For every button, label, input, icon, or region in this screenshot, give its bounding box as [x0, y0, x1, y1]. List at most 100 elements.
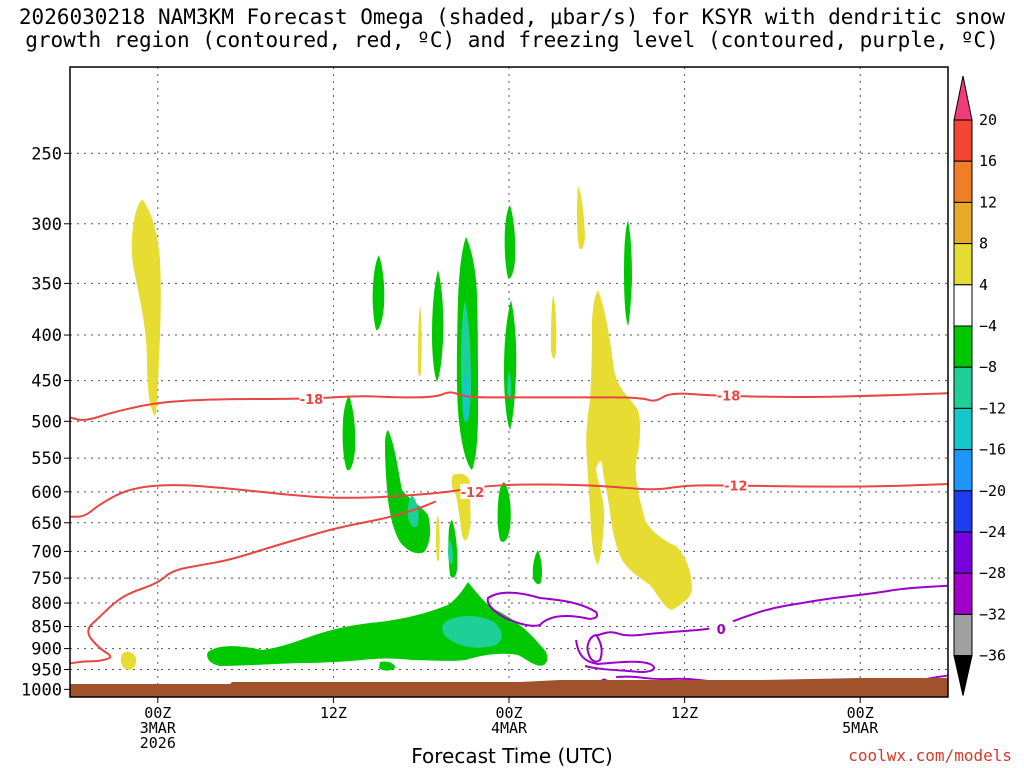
contour-label-bg: [460, 483, 485, 499]
pressure-tick-label: 950: [31, 661, 62, 681]
omega-region-positive: [131, 200, 161, 416]
ground-terrain: [70, 678, 948, 697]
pressure-tick-label: 900: [31, 640, 62, 660]
colorbar-top-arrow: [953, 75, 973, 121]
pressure-tick-label: 650: [31, 514, 62, 534]
pressure-tick-label: 600: [31, 483, 62, 503]
pressure-tick-label: 550: [31, 449, 62, 469]
colorbar-label: 20: [979, 111, 997, 129]
colorbar-swatch: [953, 449, 973, 492]
omega-region-negative: [504, 205, 516, 279]
colorbar-label: 12: [979, 193, 997, 211]
colorbar-swatch: [953, 407, 973, 451]
omega-region-strong-ascent: [442, 616, 502, 648]
colorbar-swatch: [953, 243, 973, 286]
pressure-tick-label: 300: [31, 215, 62, 235]
pressure-tick-label: 350: [31, 274, 62, 294]
colorbar-swatch: [953, 490, 973, 533]
omega-region-positive: [576, 186, 585, 250]
contour-line: [69, 391, 949, 421]
colorbar-bottom-arrow: [953, 655, 973, 696]
omega-region-negative: [385, 430, 431, 554]
contour-label: -12: [724, 479, 748, 494]
omega-region-strong-ascent: [407, 495, 419, 528]
omega-region-negative: [432, 270, 444, 382]
time-tick-label: 12Z: [671, 704, 698, 722]
pressure-tick-label: 450: [31, 372, 62, 392]
colorbar-swatch: [953, 572, 973, 615]
omega-region-positive: [418, 305, 422, 377]
omega-region-strong-ascent: [507, 370, 512, 399]
colorbar-swatch: [953, 531, 973, 574]
contour-label-bg: [709, 620, 734, 636]
omega-region-negative: [532, 550, 542, 585]
contour-label: -18: [717, 390, 741, 405]
colorbar-label: −12: [979, 399, 1006, 417]
colorbar-swatch: [953, 613, 973, 657]
contour-label: 0: [717, 623, 726, 638]
pressure-axis: 250 300 350 400 450 500 550 600 650 700 750 800 850 9…: [21, 144, 70, 700]
time-tick-label: 3MAR: [140, 719, 177, 737]
pressure-tick-label: 250: [31, 144, 62, 164]
contour-label-bg: [299, 391, 324, 407]
pressure-tick-label: 750: [31, 569, 62, 589]
colorbar-label: −4: [979, 317, 997, 335]
freezing-level-contour-detail: [575, 639, 656, 674]
colorbar-swatch: [953, 366, 973, 409]
omega-region-positive: [120, 651, 137, 670]
time-tick-label: 00Z: [144, 704, 171, 722]
time-tick-label: 5MAR: [842, 719, 879, 737]
contour-label: -18: [300, 393, 324, 408]
chart-title: 2026030218 NAM3KM Forecast Omega (shaded…: [0, 6, 1024, 52]
colorbar-swatch: [953, 325, 973, 368]
time-tick-label: 4MAR: [491, 719, 528, 737]
freezing-level-contour-detail: [586, 633, 603, 663]
colorbar-swatch: [953, 160, 973, 203]
time-tick-label: 12Z: [320, 704, 347, 722]
contour-line: [70, 483, 949, 518]
chart-title-line1: 2026030218 NAM3KM Forecast Omega (shaded…: [18, 5, 1006, 29]
omega-region-strong-ascent: [448, 540, 454, 565]
pressure-tick-label: 850: [31, 617, 62, 637]
omega-colorbar: 20 16 12 8 4 −4 −8 −12 −16 −20 −24 −28 −32 −36: [953, 75, 1006, 696]
omega-region-positive: [551, 295, 557, 359]
colorbar-label: −36: [979, 647, 1006, 665]
colorbar-swatch: [953, 284, 973, 327]
colorbar-label: −8: [979, 358, 997, 376]
pressure-tick-label: 700: [31, 542, 62, 562]
colorbar-label: 4: [979, 276, 988, 294]
omega-region-positive: [436, 515, 440, 562]
pressure-tick-label: 800: [31, 594, 62, 614]
time-tick-label: 2026: [140, 734, 176, 752]
colorbar-label: −32: [979, 605, 1006, 623]
freezing-level-contour-detail: [486, 591, 598, 627]
pressure-tick-label: 500: [31, 412, 62, 432]
omega-region-negative: [497, 482, 511, 542]
time-tick-label: 00Z: [495, 704, 522, 722]
colorbar-label: 8: [979, 235, 988, 253]
omega-region-negative: [379, 661, 396, 671]
colorbar-label: −20: [979, 482, 1006, 500]
x-axis-title: Forecast Time (UTC): [411, 744, 613, 768]
pressure-tick-label: 400: [31, 326, 62, 346]
contour-label: -12: [461, 486, 485, 501]
omega-region-negative: [372, 255, 385, 331]
omega-region-strong-ascent: [462, 375, 470, 423]
contour-label-bg: [716, 387, 741, 403]
pressure-tick-label: 1000: [21, 680, 62, 700]
colorbar-label: −16: [979, 441, 1006, 459]
time-tick-label: 00Z: [847, 704, 874, 722]
colorbar-swatch: [953, 201, 973, 245]
colorbar-swatch: [953, 119, 973, 162]
omega-region-positive: [586, 290, 692, 610]
omega-region-negative: [342, 395, 356, 471]
colorbar-label: 16: [979, 152, 997, 170]
chart-title-line2: growth region (contoured, red, ºC) and f…: [25, 28, 999, 52]
colorbar-label: −24: [979, 523, 1006, 541]
contour-line: [69, 500, 437, 665]
omega-region-negative: [624, 220, 632, 326]
credit-text: coolwx.com/models: [848, 746, 1012, 765]
contour-label-bg: [723, 477, 748, 493]
